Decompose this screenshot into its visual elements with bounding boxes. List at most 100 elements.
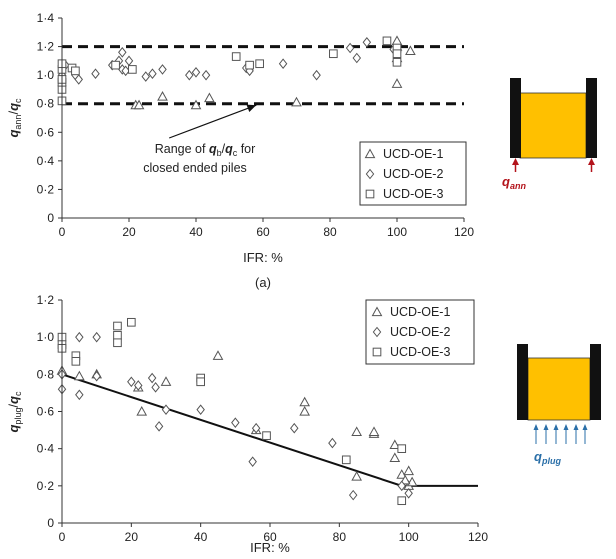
legend-marker-ucd-oe-1 (371, 306, 383, 317)
x-tick-label: 0 (59, 530, 66, 544)
data-point-ucd-oe-3 (397, 444, 407, 453)
arrow-head (246, 104, 257, 113)
data-point-ucd-oe-1 (299, 396, 311, 407)
soil-plug-fill (519, 92, 587, 159)
x-tick-label: 60 (256, 225, 270, 239)
y-tick-label: 0 (47, 211, 54, 225)
legend-marker-ucd-oe-3 (372, 347, 382, 357)
data-point-ucd-oe-2 (75, 331, 84, 343)
data-point-ucd-oe-1 (405, 45, 416, 55)
annulus-arrow-head (512, 158, 519, 165)
data-point-ucd-oe-1 (391, 78, 403, 88)
range-annotation-line1: Range of qb/qc for (155, 142, 256, 158)
data-point-ucd-oe-2 (92, 331, 101, 343)
data-point-ucd-oe-3 (71, 357, 81, 366)
legend-marker-ucd-oe-2 (372, 326, 382, 338)
data-point-ucd-oe-1 (136, 405, 148, 416)
data-point-ucd-oe-2 (404, 487, 413, 499)
range-annotation-line2: closed ended piles (143, 161, 247, 175)
data-point-ucd-oe-1 (204, 92, 215, 103)
x-tick-label: 0 (59, 225, 66, 239)
y-axis-label-b: qplug/qc (6, 391, 23, 433)
y-tick-label: 1·2 (37, 40, 55, 54)
legend-box-a (359, 141, 467, 206)
data-point-ucd-oe-1 (73, 370, 85, 381)
plug-arrow-head (563, 424, 569, 430)
data-point-ucd-oe-3 (71, 66, 80, 76)
data-point-ucd-oe-2 (191, 66, 201, 78)
data-point-ucd-oe-3 (196, 377, 205, 387)
data-point-ucd-oe-2 (248, 456, 257, 467)
y-axis-label-a: qann/qc (6, 98, 23, 138)
legend-label-ucd-oe-1: UCD-OE-1 (390, 305, 450, 319)
chart-panel-a: 0 0·2 0·4 0·6 0·8 1·0 1·2 1·4 0 20 40 60 80 100 120 qa… (6, 11, 474, 290)
y-tick-label: 0·8 (37, 367, 55, 381)
y-tick-label: 0·6 (37, 405, 55, 419)
data-point-ucd-oe-1 (212, 350, 224, 360)
soil-plug-fill (527, 357, 591, 421)
data-point-ucd-oe-2 (161, 404, 171, 415)
data-point-ucd-oe-3 (231, 52, 241, 61)
y-tick-label: 0·6 (37, 125, 55, 139)
data-point-ucd-oe-2 (75, 389, 84, 401)
data-point-ucd-oe-2 (251, 422, 261, 434)
panel-label-a: (a) (255, 275, 271, 290)
y-tick-label: 1·2 (37, 293, 55, 307)
legend-marker-ucd-oe-1 (364, 148, 376, 159)
data-point-ucd-oe-2 (328, 437, 337, 449)
x-tick-label: 40 (189, 225, 203, 239)
data-point-ucd-oe-2 (397, 480, 406, 492)
data-point-ucd-oe-1 (368, 426, 380, 437)
x-axis-label-a: IFR: % (243, 250, 283, 265)
data-point-ucd-oe-3 (255, 59, 264, 69)
data-point-ucd-oe-1 (157, 91, 168, 101)
legend-label-ucd-oe-2: UCD-OE-2 (383, 167, 443, 181)
legend-b: UCD-OE-1 UCD-OE-2 UCD-OE-3 (365, 299, 475, 365)
data-point-ucd-oe-2 (154, 421, 164, 432)
legend-label-ucd-oe-2: UCD-OE-2 (390, 325, 450, 339)
y-tick-label: 0·8 (37, 97, 55, 111)
data-point-ucd-oe-2 (345, 42, 355, 54)
data-point-ucd-oe-2 (134, 380, 143, 391)
data-point-ucd-oe-2 (278, 58, 288, 70)
data-point-ucd-oe-2 (127, 376, 136, 388)
legend-box-b (365, 299, 475, 365)
x-tick-label: 20 (122, 225, 136, 239)
y-tick-label: 0·4 (37, 442, 55, 456)
plug-arrow-head (543, 424, 549, 430)
data-point-ucd-oe-2 (91, 68, 100, 80)
data-point-ucd-oe-2 (362, 36, 372, 48)
data-point-ucd-oe-1 (389, 439, 401, 450)
data-point-ucd-oe-3 (245, 60, 254, 70)
plug-arrow-head (573, 424, 579, 430)
pile-inset-annulus: qann (502, 78, 597, 191)
pile-wall-left (517, 344, 528, 420)
data-point-ucd-oe-2 (231, 417, 240, 428)
trend-line (61, 373, 478, 487)
data-point-ucd-oe-1 (160, 376, 172, 386)
legend-label-ucd-oe-3: UCD-OE-3 (383, 187, 443, 201)
data-point-ucd-oe-2 (141, 71, 150, 82)
x-axis-label-b: IFR: % (250, 540, 290, 555)
data-point-ucd-oe-3 (392, 57, 402, 67)
data-point-ucd-oe-1 (190, 99, 202, 110)
data-point-ucd-oe-3 (128, 65, 137, 74)
plug-arrow-head (553, 424, 559, 430)
data-point-ucd-oe-3 (392, 49, 402, 59)
data-point-ucd-oe-2 (147, 372, 157, 384)
data-point-ucd-oe-2 (151, 382, 160, 393)
chart-panel-b: 0 0·2 0·4 0·6 0·8 1·0 1·2 0 20 40 60 80 100 120 qplug… (6, 293, 488, 555)
y-tick-label: 1·0 (37, 330, 55, 344)
data-point-ucd-oe-2 (118, 46, 127, 58)
data-point-ucd-oe-2 (201, 69, 211, 81)
data-point-ucd-oe-3 (113, 338, 122, 348)
plug-arrow-head (582, 424, 588, 430)
data-point-ucd-oe-1 (399, 474, 411, 485)
pile-inset-plug: qplug (517, 344, 601, 466)
x-tick-label: 100 (387, 225, 407, 239)
q-ann-label: qann (502, 174, 526, 191)
x-tick-label: 120 (454, 225, 474, 239)
data-point-ucd-oe-1 (299, 405, 311, 416)
y-tick-label: 1·0 (37, 68, 55, 82)
